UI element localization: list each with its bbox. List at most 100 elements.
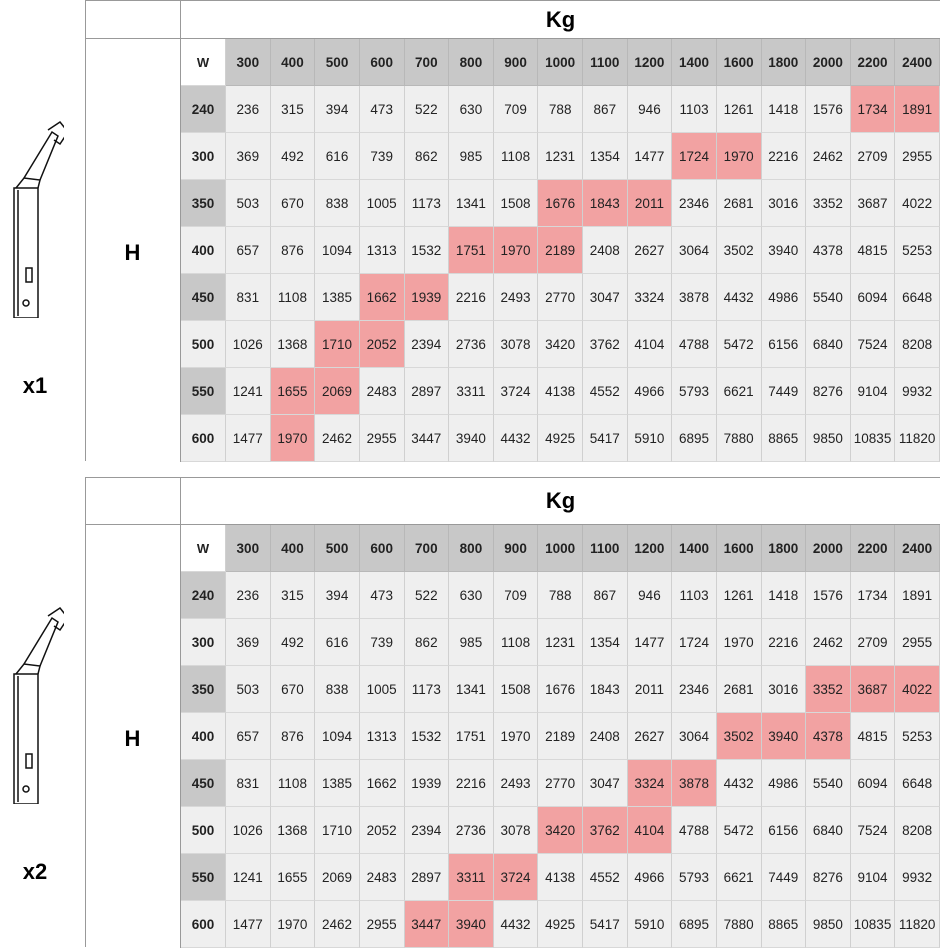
- table-cell: 1508: [493, 666, 539, 713]
- column-header: 700: [404, 525, 450, 572]
- column-header: 2000: [806, 525, 851, 572]
- column-header: 1000: [538, 525, 583, 572]
- highlighted-cell: 2011: [627, 180, 673, 227]
- table-cell: 522: [404, 572, 450, 619]
- corner-empty: [85, 477, 180, 524]
- table-cell: 2462: [315, 901, 360, 948]
- table-cell: 2216: [761, 619, 807, 666]
- table-cell: 3420: [538, 321, 583, 368]
- table-cell: 657: [226, 227, 271, 274]
- table-cell: 492: [270, 133, 316, 180]
- table-cell: 2394: [404, 321, 450, 368]
- highlighted-cell: 1676: [538, 180, 583, 227]
- table-cell: 4432: [716, 760, 762, 807]
- highlighted-cell: 3502: [716, 713, 762, 760]
- table-cell: 6621: [716, 854, 762, 901]
- table-cell: 1710: [315, 807, 360, 854]
- table-cell: 5793: [672, 368, 717, 415]
- table-cell: 1231: [538, 619, 583, 666]
- column-header: 500: [315, 525, 360, 572]
- row-header: 240: [181, 572, 226, 619]
- table-cell: 1354: [583, 133, 628, 180]
- row-header: 240: [181, 86, 226, 133]
- column-header: 1100: [583, 525, 628, 572]
- table-cell: 2736: [449, 807, 494, 854]
- table-cell: 2681: [716, 666, 762, 713]
- highlighted-cell: 4104: [627, 807, 673, 854]
- table-cell: 3878: [672, 274, 717, 321]
- table-cell: 5540: [806, 760, 851, 807]
- table-cell: 2069: [315, 854, 360, 901]
- table-cell: 1173: [404, 180, 450, 227]
- table-cell: 1734: [850, 572, 896, 619]
- table-cell: 2955: [895, 133, 940, 180]
- table-cell: 1108: [493, 133, 539, 180]
- table-cell: 657: [226, 713, 271, 760]
- row-axis-column: [85, 524, 180, 947]
- table-cell: 1385: [315, 274, 360, 321]
- table-cell: 709: [493, 572, 539, 619]
- table-cell: 394: [315, 572, 360, 619]
- table-cell: 4925: [538, 415, 583, 462]
- table-cell: 4966: [627, 854, 673, 901]
- table-cell: 7524: [850, 321, 896, 368]
- table-cell: 1970: [716, 619, 762, 666]
- table-cell: 985: [449, 133, 494, 180]
- highlighted-cell: 3724: [493, 854, 539, 901]
- table-cell: 5910: [627, 415, 673, 462]
- table-cell: 4788: [672, 807, 717, 854]
- column-header: 1400: [672, 525, 717, 572]
- table-cell: 3502: [716, 227, 762, 274]
- highlighted-cell: 1891: [895, 86, 940, 133]
- table-cell: 1970: [270, 901, 316, 948]
- highlighted-cell: 4378: [806, 713, 851, 760]
- table-cell: 831: [226, 274, 271, 321]
- table-cell: 2216: [449, 760, 494, 807]
- table-cell: 236: [226, 572, 271, 619]
- load-grid: W 300 400 500 600 700 800 900 1000 1100 1200 1400 16…: [180, 38, 940, 462]
- column-header: 600: [359, 525, 405, 572]
- table-cell: 670: [270, 180, 316, 227]
- row-axis-label: H: [124, 240, 141, 266]
- table-cell: 1532: [404, 713, 450, 760]
- column-header: 2200: [850, 525, 896, 572]
- table-cell: 3078: [493, 321, 539, 368]
- table-cell: 11820: [895, 415, 940, 462]
- column-header: 800: [449, 525, 494, 572]
- table-cell: 630: [449, 572, 494, 619]
- table-cell: 4925: [538, 901, 583, 948]
- table-cell: 1418: [761, 572, 807, 619]
- table-cell: 7449: [761, 854, 807, 901]
- table-cell: 2408: [583, 713, 628, 760]
- row-header: 600: [181, 901, 226, 948]
- table-cell: 2955: [895, 619, 940, 666]
- table-cell: 3064: [672, 713, 717, 760]
- table-cell: 5472: [716, 807, 762, 854]
- table-cell: 1477: [226, 415, 271, 462]
- table-cell: 4378: [806, 227, 851, 274]
- row-header: 550: [181, 854, 226, 901]
- table-cell: 1341: [449, 666, 494, 713]
- table-cell: 5253: [895, 713, 940, 760]
- column-header: 1600: [716, 39, 762, 86]
- table-cell: 492: [270, 619, 316, 666]
- highlighted-cell: 1724: [672, 133, 717, 180]
- table-cell: 6648: [895, 760, 940, 807]
- highlighted-cell: 3311: [449, 854, 494, 901]
- table-cell: 2011: [627, 666, 673, 713]
- table-cell: 739: [359, 619, 405, 666]
- table-cell: 788: [538, 86, 583, 133]
- table-cell: 7880: [716, 901, 762, 948]
- table-cell: 1418: [761, 86, 807, 133]
- table-cell: 4432: [493, 415, 539, 462]
- table-cell: 473: [359, 572, 405, 619]
- table-cell: 1026: [226, 321, 271, 368]
- highlighted-cell: 1710: [315, 321, 360, 368]
- table-cell: 1724: [672, 619, 717, 666]
- table-cell: 2346: [672, 666, 717, 713]
- table-cell: 8208: [895, 807, 940, 854]
- highlighted-cell: 1662: [359, 274, 405, 321]
- table-cell: 1108: [493, 619, 539, 666]
- unit-header: Kg: [180, 477, 940, 524]
